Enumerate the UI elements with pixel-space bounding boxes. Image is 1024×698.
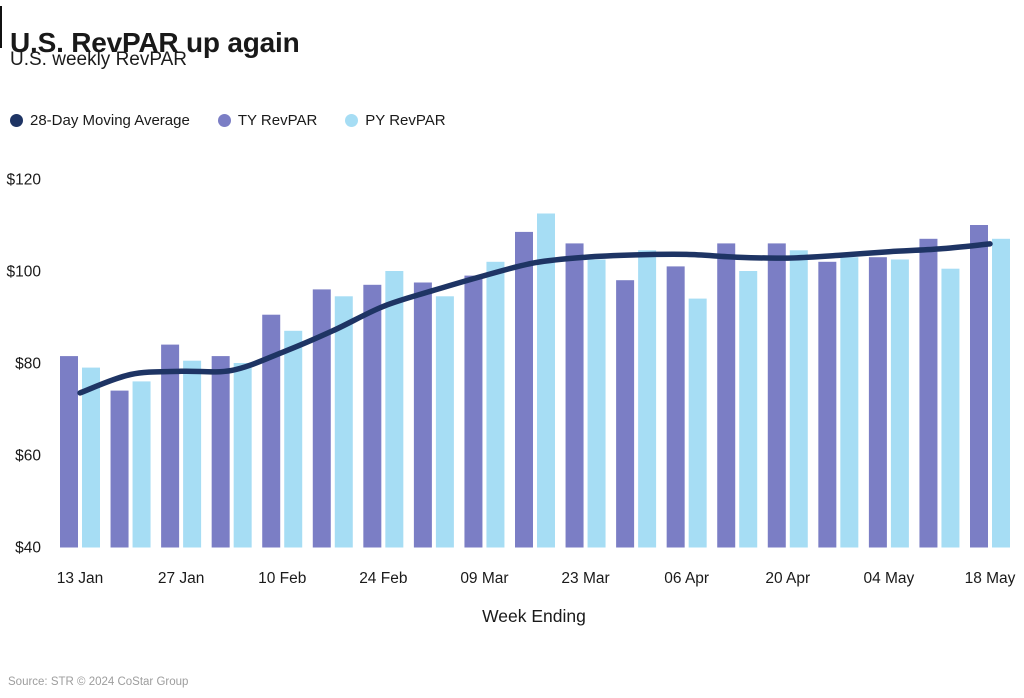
- bar-ty-revpar: [919, 238, 938, 548]
- bar-ty-revpar: [60, 356, 78, 548]
- legend-label: 28-Day Moving Average: [30, 112, 190, 129]
- x-axis-title: Week Ending: [482, 606, 586, 626]
- ty-revpar-dot-icon: [217, 114, 231, 127]
- bar-py-revpar: [82, 367, 100, 548]
- bar-py-revpar: [992, 238, 1010, 548]
- x-axis-tick: 06 Apr: [664, 570, 709, 587]
- x-axis-tick: 09 Mar: [460, 570, 508, 587]
- bar-py-revpar: [890, 259, 909, 548]
- bar-py-revpar: [486, 261, 505, 548]
- legend-label: PY RevPAR: [365, 112, 446, 129]
- chart-subtitle: U.S. weekly RevPAR: [10, 49, 188, 70]
- y-axis-tick: $40: [15, 540, 41, 557]
- legend-item-py-revpar: PY RevPAR: [345, 112, 446, 129]
- bar-ty-revpar: [616, 280, 635, 548]
- bar-ty-revpar: [110, 390, 129, 548]
- x-axis-tick: 10 Feb: [258, 570, 306, 587]
- x-axis-tick: 04 May: [863, 570, 914, 587]
- moving-average-line: [77, 241, 993, 396]
- chart-legend: 28-Day Moving Average TY RevPAR PY RevPA…: [10, 112, 446, 129]
- bar-ty-revpar: [515, 231, 533, 548]
- left-edge-artifact: [0, 6, 2, 48]
- bar-py-revpar: [638, 250, 657, 548]
- bar-py-revpar: [739, 271, 758, 548]
- moving-average-dot-icon: [10, 114, 23, 127]
- bar-py-revpar: [284, 330, 303, 548]
- bar-py-revpar: [789, 250, 808, 548]
- bar-py-revpar: [435, 296, 454, 548]
- bar-py-revpar: [132, 381, 151, 548]
- bar-ty-revpar: [211, 356, 230, 548]
- x-axis-tick: 20 Apr: [765, 570, 810, 587]
- py-revpar-dot-icon: [345, 114, 359, 127]
- bar-ty-revpar: [717, 243, 736, 548]
- bar-py-revpar: [941, 268, 960, 548]
- bar-py-revpar: [334, 296, 353, 548]
- legend-item-ty-revpar: TY RevPAR: [217, 112, 318, 129]
- bar-ty-revpar: [767, 243, 786, 548]
- bar-ty-revpar: [161, 344, 180, 548]
- bar-ty-revpar: [312, 289, 331, 548]
- x-axis-tick: 23 Mar: [561, 570, 609, 587]
- y-axis-tick: $80: [15, 356, 41, 373]
- bar-py-revpar: [385, 271, 404, 548]
- revpar-bar-chart: $40 $60 $80 $100 $120 13 Jan 27 Jan 10 Feb 24 Fe…: [7, 172, 1016, 627]
- bar-ty-revpar: [868, 257, 887, 548]
- bar-py-revpar: [688, 298, 707, 548]
- y-axis-tick: $100: [7, 264, 42, 281]
- x-axis-tick: 18 May: [965, 570, 1016, 587]
- bar-ty-revpar: [666, 266, 685, 548]
- bar-ty-revpar: [363, 284, 382, 548]
- bar-ty-revpar: [818, 261, 837, 548]
- bar-ty-revpar: [464, 275, 483, 548]
- x-axis-tick: 13 Jan: [57, 570, 104, 587]
- legend-label: TY RevPAR: [237, 112, 318, 129]
- legend-item-moving-average: 28-Day Moving Average: [10, 112, 190, 129]
- page-title: U.S. RevPAR up again: [10, 26, 300, 58]
- bar-ty-revpar: [970, 225, 988, 548]
- x-axis-tick: 24 Feb: [359, 570, 407, 587]
- bar-py-revpar: [233, 363, 252, 548]
- y-axis-tick: $60: [15, 448, 41, 465]
- source-attribution: Source: STR © 2024 CoStar Group: [8, 676, 189, 688]
- x-axis-tick: 27 Jan: [158, 570, 205, 587]
- bar-ty-revpar: [565, 243, 584, 548]
- bar-py-revpar: [183, 360, 202, 548]
- y-axis-tick: $120: [7, 172, 42, 189]
- bar-ty-revpar: [262, 314, 281, 548]
- bar-ty-revpar: [413, 282, 432, 548]
- bar-py-revpar: [587, 259, 606, 548]
- bar-py-revpar: [840, 257, 859, 548]
- bar-py-revpar: [537, 213, 555, 548]
